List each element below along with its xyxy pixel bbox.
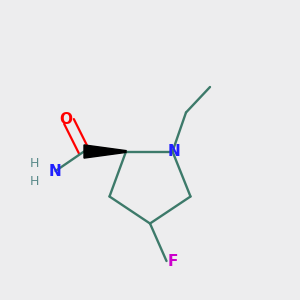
Polygon shape	[84, 145, 126, 158]
Text: N: N	[168, 144, 180, 159]
Text: F: F	[168, 254, 178, 268]
Text: O: O	[59, 112, 72, 128]
Text: N: N	[49, 164, 62, 178]
Text: H: H	[30, 157, 39, 170]
Text: H: H	[30, 175, 39, 188]
